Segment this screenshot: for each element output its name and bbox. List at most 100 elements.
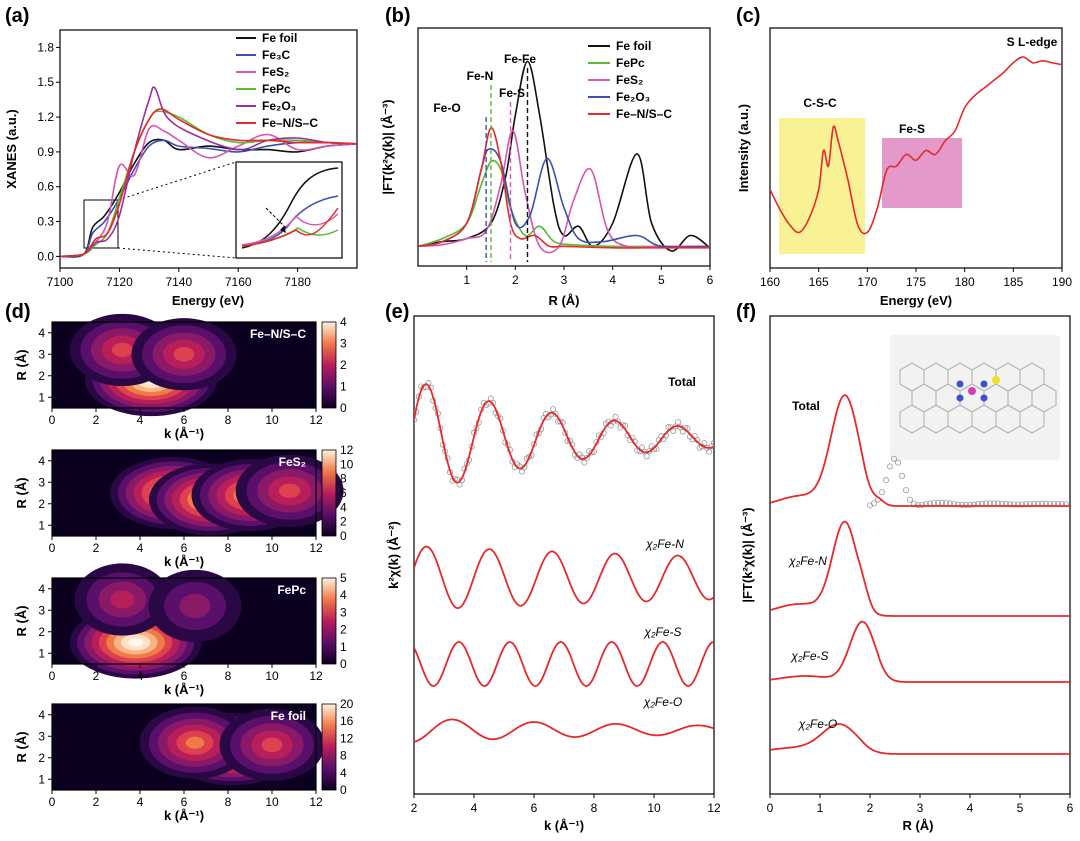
- heatmap-contour: [110, 590, 135, 609]
- y-tick-label: 3: [38, 729, 45, 743]
- data-point: [706, 448, 713, 455]
- x-tick-label: 2: [411, 801, 418, 815]
- x-tick-label: 1: [463, 273, 470, 287]
- heatmap-contour: [261, 737, 283, 753]
- panel-c-series-group: [770, 56, 1062, 235]
- series-line: [60, 86, 357, 258]
- x-tick-label: 0: [49, 669, 56, 683]
- x-tick-label: 3: [917, 801, 924, 815]
- colorbar-tick-label: 20: [340, 697, 354, 711]
- x-tick-label: 7140: [165, 275, 192, 289]
- fit-line-fe-s: [770, 620, 1070, 683]
- colorbar-tick-label: 2: [340, 358, 347, 372]
- series-line: [418, 126, 710, 249]
- data-point: [963, 501, 970, 508]
- colorbar-tick-label: 6: [340, 486, 347, 500]
- data-point: [612, 413, 619, 420]
- data-point: [1015, 501, 1022, 508]
- x-tick-label: 12: [309, 541, 323, 555]
- heatmap-contour: [173, 347, 195, 362]
- x-tick-label: 175: [906, 275, 926, 289]
- colorbar-tick-label: 0: [340, 401, 347, 415]
- panel-f-xlabel: R (Å): [902, 818, 933, 833]
- colorbar-tick-label: 3: [340, 605, 347, 619]
- x-tick-label: 6: [531, 801, 538, 815]
- data-point: [701, 439, 708, 446]
- curve-label-1: χ₂Fe-S: [643, 625, 681, 639]
- colorbar-tick-label: 2: [340, 515, 347, 529]
- heatmap-xlabel: k (Å⁻¹): [164, 808, 204, 823]
- x-tick-label: 4: [137, 669, 144, 683]
- fit-line-fe-n: [770, 520, 1070, 617]
- panel-f-label: (f): [736, 301, 756, 323]
- heatmap-0: [51, 313, 317, 417]
- panel-c-label: (c): [736, 5, 760, 27]
- molecular-structure-image: [890, 335, 1060, 460]
- data-point: [967, 501, 974, 508]
- x-tick-label: 165: [809, 275, 829, 289]
- legend-label: FePc: [616, 56, 645, 70]
- panel-a-xlabel: Energy (eV): [172, 293, 244, 308]
- data-point: [871, 500, 878, 507]
- x-tick-label: 4: [137, 795, 144, 809]
- heatmap-title: FeS₂: [279, 455, 306, 469]
- x-tick-label: 185: [1003, 275, 1023, 289]
- heatmap-title: Fe–N/S–C: [250, 327, 306, 341]
- panel-b-xlabel: R (Å): [548, 293, 579, 308]
- y-tick-label: 1: [38, 772, 45, 786]
- heatmap-3: [51, 703, 325, 791]
- colorbar-tick-label: 4: [340, 588, 347, 602]
- heatmap-contour: [278, 483, 301, 499]
- data-point: [895, 459, 902, 466]
- heatmap-ylabel: R (Å): [14, 349, 29, 380]
- data-point: [955, 501, 962, 508]
- panel-b-label: (b): [385, 5, 411, 27]
- x-tick-label: 2: [93, 413, 100, 427]
- fit-line-fe-n: [414, 545, 714, 610]
- fit-line-total: [414, 383, 714, 484]
- y-tick-label: 2: [38, 369, 45, 383]
- legend-label: Fe foil: [262, 31, 297, 45]
- y-tick-label: 1.5: [37, 75, 54, 89]
- panel-b-ylabel: |FT(k²χ(k)| (Å⁻³): [380, 99, 395, 194]
- colorbar-tick-label: 0: [340, 783, 347, 797]
- y-tick-label: 0.0: [37, 249, 54, 263]
- heatmap-xlabel: k (Å⁻¹): [164, 682, 204, 697]
- fit-line-fe-o: [770, 723, 1070, 755]
- x-tick-label: 1: [817, 801, 824, 815]
- series-line: [770, 56, 1062, 235]
- x-tick-label: 4: [137, 413, 144, 427]
- colorbar-tick-label: 12: [340, 443, 354, 457]
- colorbar-tick-label: 12: [340, 731, 354, 745]
- data-point: [915, 502, 922, 509]
- x-tick-label: 2: [512, 273, 519, 287]
- colorbar-tick-label: 2: [340, 623, 347, 637]
- colorbar-tick-label: 4: [340, 315, 347, 329]
- x-tick-label: 12: [309, 795, 323, 809]
- x-tick-label: 7120: [106, 275, 133, 289]
- x-tick-label: 10: [265, 669, 279, 683]
- x-tick-label: 2: [93, 541, 100, 555]
- y-tick-label: 1: [38, 518, 45, 532]
- x-tick-label: 5: [658, 273, 665, 287]
- panel-e-xlabel: k (Å⁻¹): [544, 818, 584, 833]
- heatmap-ylabel: R (Å): [14, 477, 29, 508]
- colorbar-tick-label: 10: [340, 457, 354, 471]
- x-tick-label: 3: [561, 273, 568, 287]
- colorbar-tick-label: 3: [340, 337, 347, 351]
- data-point: [711, 439, 714, 446]
- panel-a-label: (a): [5, 5, 29, 27]
- data-point: [581, 459, 588, 466]
- colorbar-tick-label: 0: [340, 529, 347, 543]
- colorbar: [321, 449, 337, 537]
- x-tick-label: 0: [49, 541, 56, 555]
- x-tick-label: 8: [591, 801, 598, 815]
- fes-label: Fe-S: [899, 122, 925, 136]
- x-tick-label: 12: [309, 413, 323, 427]
- legend-label: FeS₂: [262, 65, 289, 79]
- fit-line-fe-s: [414, 641, 714, 687]
- data-point: [887, 463, 894, 470]
- x-tick-label: 8: [225, 795, 232, 809]
- colorbar-tick-label: 4: [340, 500, 347, 514]
